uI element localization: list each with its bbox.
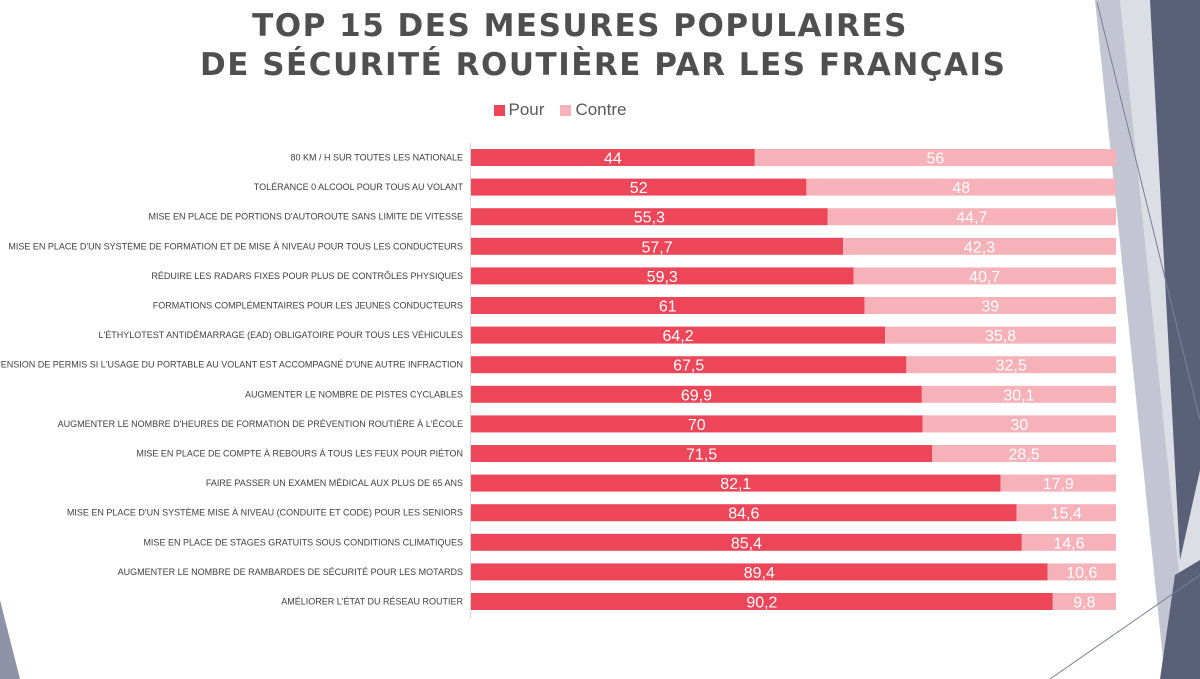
category-label: 80 KM / H SUR TOUTES LES NATIONALE [290, 153, 463, 163]
bar-contre [1047, 563, 1116, 581]
legend-label-pour: Pour [508, 100, 545, 119]
data-label-contre: 30 [1010, 417, 1028, 434]
legend-swatch-contre [560, 104, 572, 116]
category-label: TOLÉRANCE 0 ALCOOL POUR TOUS AU VOLANT [254, 182, 464, 192]
category-label: FORMATIONS COMPLÉMENTAIRES POUR LES JEUN… [153, 301, 463, 311]
deco-line-1 [1096, 1, 1200, 421]
deco-shape-dark-bottom [1160, 560, 1200, 679]
data-label-contre: 17,9 [1043, 476, 1074, 493]
bar-pour [471, 445, 933, 462]
category-label: SUSPENSION DE PERMIS SI L'USAGE DU PORTA… [0, 360, 463, 370]
bar-contre [806, 178, 1116, 196]
data-label-contre: 32,5 [996, 358, 1027, 375]
bar-contre [754, 149, 1116, 166]
data-label-pour: 67,5 [673, 358, 704, 375]
data-label-contre: 42,3 [964, 239, 995, 256]
data-label-pour: 57,7 [642, 239, 673, 256]
category-label: AUGMENTER LE NOMBRE DE RAMBARDES DE SÉCU… [118, 567, 463, 577]
data-label-pour: 52 [630, 180, 648, 197]
data-label-contre: 39 [981, 299, 999, 316]
bar-pour [471, 504, 1017, 522]
category-label: MISE EN PLACE D'UN SYSTÈME MISE À NIVEAU… [67, 508, 463, 518]
deco-shape-left [0, 600, 20, 679]
data-label-pour: 55,3 [634, 210, 665, 227]
bar-contre [1016, 504, 1116, 522]
data-label-pour: 84,6 [728, 506, 759, 523]
deco-shape-dark-top [1150, 0, 1200, 560]
bar-pour [471, 533, 1022, 551]
bar-contre [853, 267, 1116, 285]
bar-pour [471, 474, 1001, 492]
chart-title-line2: DE SÉCURITÉ ROUTIÈRE PAR LES FRANÇAIS [200, 47, 1007, 83]
bar-contre [843, 237, 1116, 255]
bar-pour [471, 297, 865, 314]
data-label-pour: 64,2 [662, 328, 693, 345]
chart-legend: Pour Contre [0, 100, 1120, 120]
data-label-contre: 56 [927, 151, 945, 168]
data-label-pour: 69,9 [681, 387, 712, 404]
category-label: MISE EN PLACE D'UN SYSTÈME DE FORMATION … [8, 241, 463, 251]
category-label: MISE EN PLACE DE PORTIONS D'AUTOROUTE SA… [149, 212, 463, 222]
bar-pour [471, 356, 907, 374]
category-label: L'ÉTHYLOTEST ANTIDÉMARRAGE (EAD) OBLIGAT… [99, 330, 463, 340]
bar-contre [864, 297, 1116, 314]
bar-contre [885, 326, 1116, 344]
category-label: AUGMENTER LE NOMBRE D'HEURES DE FORMATIO… [58, 419, 463, 429]
data-label-contre: 10,6 [1066, 565, 1097, 582]
category-label: MISE EN PLACE DE STAGES GRATUITS SOUS CO… [143, 537, 463, 547]
bar-contre [922, 415, 1116, 433]
legend-item-contre: Contre [560, 100, 626, 120]
data-label-pour: 59,3 [647, 269, 678, 286]
legend-label-contre: Contre [575, 100, 627, 119]
category-label: AUGMENTER LE NOMBRE DE PISTES CYCLABLES [245, 389, 463, 399]
data-label-contre: 15,4 [1051, 506, 1082, 523]
bar-contre [827, 208, 1116, 226]
bar-contre [1052, 593, 1116, 610]
data-label-contre: 9,8 [1073, 595, 1095, 612]
category-label: FAIRE PASSER UN EXAMEN MÉDICAL AUX PLUS … [206, 478, 463, 488]
bar-pour [471, 237, 844, 255]
category-label: AMÉLIORER L'ÉTAT DU RÉSEAU ROUTIER [281, 597, 463, 607]
data-label-pour: 61 [659, 299, 677, 316]
data-label-contre: 14,6 [1053, 535, 1084, 552]
data-label-contre: 44,7 [956, 210, 987, 227]
bar-contre [921, 385, 1116, 403]
data-label-pour: 82,1 [720, 476, 751, 493]
bar-pour [471, 563, 1048, 581]
bar-contre [932, 445, 1116, 462]
data-label-pour: 44 [604, 151, 622, 168]
bar-pour [471, 149, 755, 166]
data-label-contre: 40,7 [969, 269, 1000, 286]
bar-contre [1000, 474, 1116, 492]
data-label-pour: 71,5 [686, 447, 717, 464]
deco-line-2 [1049, 574, 1200, 679]
bar-pour [471, 593, 1053, 610]
bar-pour [471, 267, 854, 285]
bar-contre [906, 356, 1116, 374]
bar-pour [471, 178, 807, 196]
category-label: RÉDUIRE LES RADARS FIXES POUR PLUS DE CO… [151, 271, 463, 281]
category-label: MISE EN PLACE DE COMPTE À REBOURS À TOUS… [136, 449, 463, 459]
bar-pour [471, 326, 886, 344]
data-label-pour: 90,2 [746, 595, 777, 612]
data-label-contre: 35,8 [985, 328, 1016, 345]
bar-pour [471, 208, 828, 226]
data-label-contre: 30,1 [1003, 387, 1034, 404]
bar-pour [471, 385, 922, 403]
data-label-pour: 70 [688, 417, 706, 434]
bar-contre [1021, 533, 1116, 551]
data-label-contre: 48 [952, 180, 970, 197]
data-label-pour: 89,4 [744, 565, 775, 582]
chart-title-line1: TOP 15 DES MESURES POPULAIRES [252, 8, 908, 44]
bar-pour [471, 415, 923, 433]
data-label-contre: 28,5 [1009, 447, 1040, 464]
legend-swatch-pour [493, 104, 505, 116]
data-label-pour: 85,4 [731, 535, 762, 552]
legend-item-pour: Pour [493, 100, 545, 120]
